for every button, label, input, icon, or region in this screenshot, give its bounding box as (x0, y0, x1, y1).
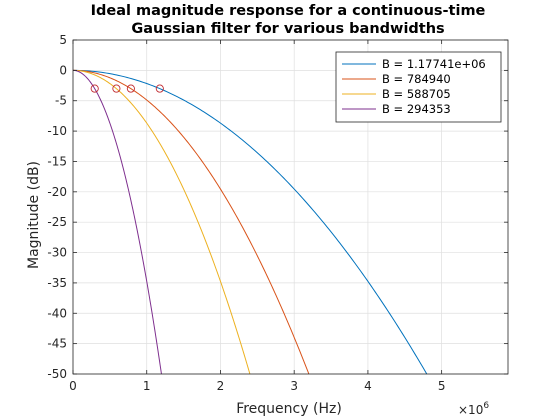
y-tick-label: -20 (47, 185, 67, 199)
x-axis-label: Frequency (Hz) (236, 401, 342, 417)
series-line (72, 69, 428, 375)
y-tick-label: 0 (59, 63, 67, 77)
y-tick-label: -25 (47, 215, 67, 229)
chart-title-line-1: Ideal magnitude response for a continuou… (91, 3, 486, 19)
legend-entry: B = 784940 (382, 72, 451, 86)
chart-title-line-2: Gaussian filter for various bandwidths (131, 21, 444, 37)
series-line (72, 69, 162, 375)
y-tick-label: 5 (59, 33, 67, 47)
x-tick-label: 5 (438, 379, 446, 393)
x-tick-label: 4 (364, 379, 372, 393)
series-lines (72, 69, 428, 375)
marker-circle (126, 84, 135, 93)
x-axis-exponent-base: ×10 (458, 403, 483, 417)
y-tick-label: -40 (47, 306, 67, 320)
y-tick-label: -10 (47, 124, 67, 138)
x-tick-label: 2 (217, 379, 225, 393)
y-tick-label: -30 (47, 246, 67, 260)
y-tick-label: -5 (55, 94, 67, 108)
x-axis-exponent-power: 6 (483, 401, 489, 411)
marker-points (90, 84, 164, 93)
x-axis-exponent: ×106 (458, 401, 489, 417)
legend-entry: B = 294353 (382, 102, 451, 116)
legend-entry: B = 588705 (382, 87, 451, 101)
x-tick-label: 3 (290, 379, 298, 393)
series-line (72, 69, 251, 375)
x-tick-label: 1 (143, 379, 151, 393)
marker-circle (90, 84, 99, 93)
y-tick-label: -35 (47, 276, 67, 290)
marker-circle (155, 84, 164, 93)
marker-circle (112, 84, 121, 93)
y-tick-label: -45 (47, 337, 67, 351)
y-tick-label: -50 (47, 367, 67, 381)
axes-box (72, 39, 509, 375)
series-line (72, 69, 310, 375)
y-tick-label: -15 (47, 154, 67, 168)
x-tick-label: 0 (69, 379, 77, 393)
axis-ticks: 0 1 2 3 4 5 5 0 -5 -10 -15 -20 -25 -30 -35 -40 -45 -50 (47, 33, 508, 393)
y-axis-label: Magnitude (dB) (26, 161, 42, 269)
legend-entry: B = 1.17741e+06 (382, 57, 486, 71)
